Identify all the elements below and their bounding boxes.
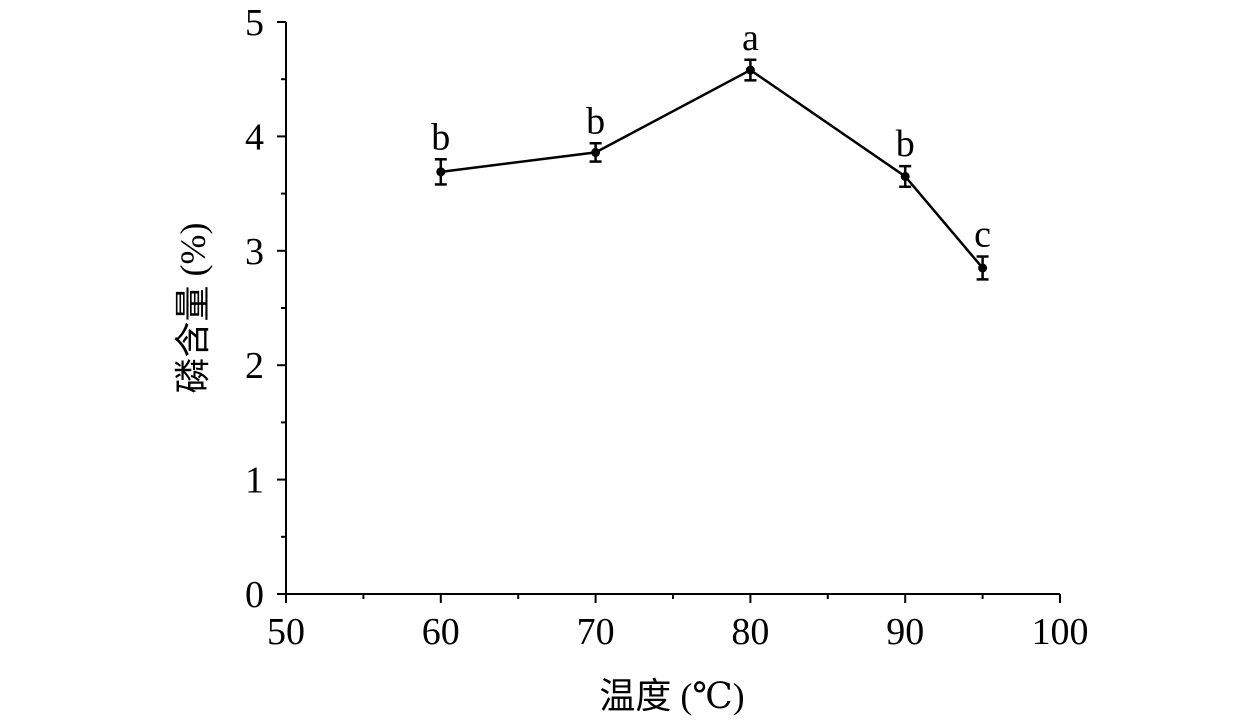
data-point [900, 171, 910, 181]
x-tick-label: 90 [886, 611, 924, 653]
x-tick-label: 70 [577, 611, 615, 653]
data-point [978, 263, 988, 273]
y-tick-label: 1 [245, 460, 264, 502]
y-tick-label: 4 [245, 116, 264, 158]
y-tick-label: 3 [245, 231, 264, 273]
plot-area: b b a b c [431, 17, 991, 281]
significance-label: b [896, 123, 915, 165]
x-tick-label: 80 [731, 611, 769, 653]
y-tick-label: 0 [245, 574, 264, 616]
data-point [591, 147, 601, 157]
y-tick-label: 2 [245, 345, 264, 387]
x-tick-label: 50 [267, 611, 305, 653]
series-line [440, 68, 984, 269]
axes: 50 60 70 80 90 100 0 1 2 3 4 5 [245, 2, 1089, 653]
x-tick-label: 60 [422, 611, 460, 653]
data-point [745, 65, 755, 75]
y-axis-label: 磷含量 (%) [173, 223, 213, 394]
significance-label: b [431, 116, 450, 158]
x-tick-label: 100 [1032, 611, 1089, 653]
y-tick-label: 5 [245, 2, 264, 44]
significance-label: b [586, 100, 605, 142]
x-axis-label: 温度 (℃) [599, 676, 744, 716]
significance-label: a [742, 17, 759, 59]
data-point [436, 167, 446, 177]
significance-label: c [974, 214, 991, 256]
